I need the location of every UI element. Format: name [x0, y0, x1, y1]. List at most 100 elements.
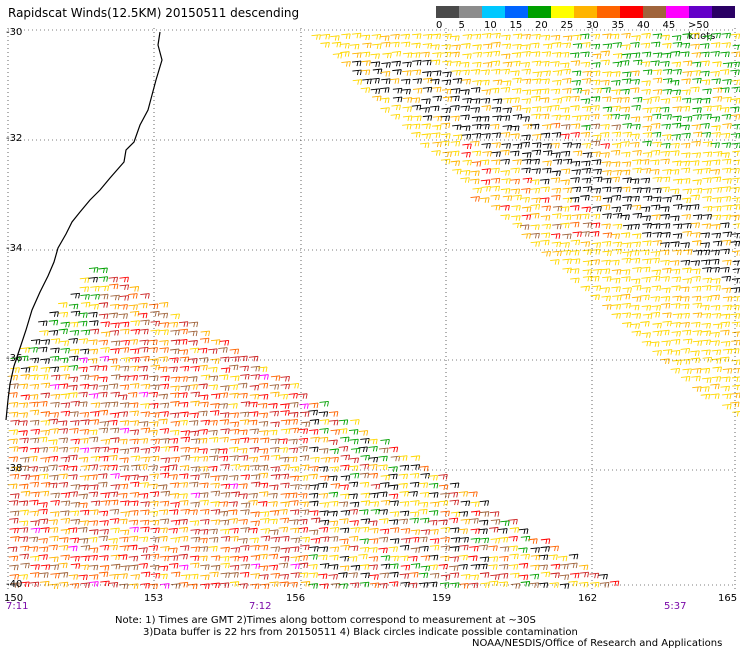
wind-barb: [671, 61, 682, 68]
wind-barb: [721, 113, 732, 120]
wind-barb: [680, 167, 691, 174]
wind-barb: [452, 134, 463, 140]
wind-barb: [632, 159, 642, 165]
wind-barb: [512, 77, 522, 84]
wind-barb: [478, 528, 488, 534]
wind-barb: [388, 493, 399, 500]
wind-barb: [540, 178, 550, 185]
wind-barb: [338, 583, 349, 589]
wind-barb: [309, 484, 319, 490]
wind-barb: [591, 53, 602, 59]
wind-barb: [732, 44, 740, 50]
wind-barb: [88, 491, 99, 498]
wind-barb: [169, 429, 180, 436]
wind-barb: [378, 447, 389, 454]
wind-barb: [110, 348, 120, 354]
wind-barb: [610, 233, 620, 239]
wind-barb: [247, 419, 258, 426]
wind-barb: [412, 87, 423, 94]
wind-barb: [641, 287, 651, 293]
wind-barb: [158, 356, 168, 362]
legend-label: 10: [484, 20, 497, 31]
wind-barb: [108, 312, 119, 319]
wind-barb: [8, 483, 18, 490]
wind-barb: [592, 176, 603, 183]
wind-barb: [530, 42, 540, 49]
wind-barb: [250, 573, 260, 579]
wind-barb: [328, 536, 339, 542]
wind-barb: [650, 257, 660, 264]
wind-barb: [518, 574, 529, 581]
wind-barb: [9, 383, 19, 389]
wind-barb: [260, 528, 270, 534]
wind-barb: [470, 107, 481, 113]
wind-barb: [430, 59, 441, 66]
wind-barb: [409, 472, 420, 479]
wind-barb: [127, 391, 138, 398]
wind-barb: [692, 114, 702, 120]
wind-barb: [540, 197, 550, 203]
wind-barb: [671, 194, 682, 201]
wind-barb: [731, 376, 740, 382]
wind-barb: [590, 43, 601, 50]
wind-barb: [418, 508, 428, 515]
wind-barb: [612, 61, 623, 68]
wind-barb: [319, 510, 329, 516]
wind-barb: [39, 473, 49, 480]
wind-barb: [612, 248, 622, 255]
wind-barb: [258, 565, 269, 571]
wind-barb: [470, 510, 481, 517]
wind-barb: [190, 391, 200, 398]
wind-barb: [520, 116, 530, 122]
wind-barb: [531, 168, 541, 174]
wind-barb: [208, 528, 218, 535]
wind-barb: [360, 492, 371, 499]
wind-barb: [710, 258, 720, 265]
wind-barb: [702, 213, 712, 220]
wind-barb: [631, 285, 642, 291]
wind-barb: [220, 385, 230, 391]
wind-barb: [551, 187, 562, 194]
wind-barb: [582, 152, 593, 158]
wind-barb: [279, 517, 290, 524]
wind-barb: [178, 493, 188, 499]
wind-barb: [641, 215, 651, 221]
wind-barb: [521, 158, 532, 165]
wind-barb: [78, 338, 89, 344]
wind-barb: [488, 556, 499, 562]
wind-barb: [400, 581, 411, 588]
wind-barb: [641, 187, 651, 193]
wind-barb: [652, 350, 662, 356]
wind-barb: [58, 473, 68, 480]
wind-barb: [138, 547, 148, 553]
wind-barb: [360, 454, 370, 461]
wind-barb: [412, 78, 423, 84]
wind-barb: [329, 448, 339, 454]
wind-barb: [298, 393, 308, 399]
wind-barb: [129, 447, 140, 453]
wind-barb: [592, 205, 602, 212]
wind-barb: [298, 493, 308, 499]
wind-barb: [620, 60, 630, 66]
wind-barb: [90, 402, 101, 408]
wind-barb: [660, 176, 671, 183]
wind-barb: [551, 52, 562, 58]
wind-barb: [661, 123, 671, 130]
wind-barb: [130, 574, 140, 580]
wind-barb: [200, 419, 211, 426]
wind-barb: [662, 312, 672, 318]
wind-barb: [380, 97, 390, 104]
wind-barb: [692, 312, 703, 318]
wind-barb: [721, 275, 732, 282]
wind-barb: [309, 466, 319, 472]
wind-barb: [288, 392, 298, 399]
wind-barb: [130, 320, 140, 326]
wind-barb: [280, 535, 290, 542]
wind-barb: [139, 328, 149, 335]
wind-barb: [570, 205, 580, 211]
wind-barb: [602, 276, 612, 282]
wind-barb: [149, 473, 159, 480]
wind-barb: [129, 474, 139, 481]
wind-barb: [178, 321, 189, 327]
wind-barb: [340, 509, 351, 516]
